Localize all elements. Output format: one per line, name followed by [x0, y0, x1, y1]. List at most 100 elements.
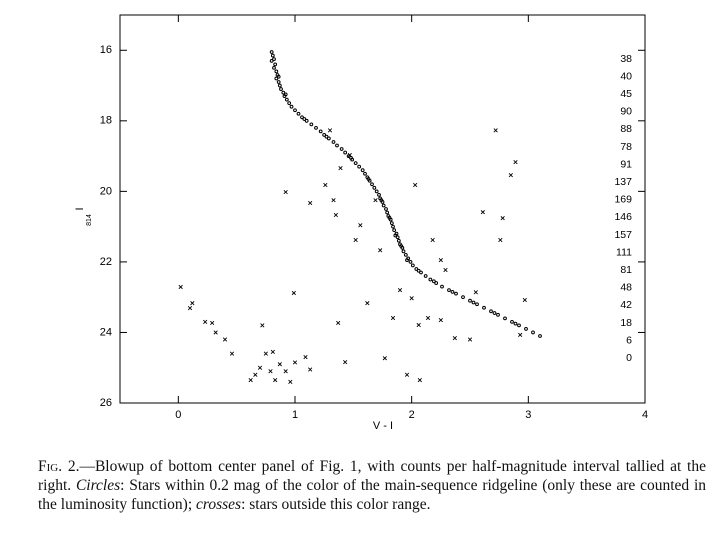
star-cross: [210, 320, 215, 326]
star-cross: [288, 379, 293, 384]
star-circle: [309, 122, 314, 127]
star-cross: [187, 305, 193, 311]
star-circle: [346, 154, 351, 158]
star-circle: [513, 321, 518, 326]
star-cross: [277, 362, 282, 367]
star-circle: [471, 300, 476, 305]
count-label: 18: [620, 317, 632, 329]
count-label: 40: [620, 70, 632, 82]
count-label: 42: [620, 299, 632, 311]
star-circle: [482, 305, 486, 310]
star-circle: [324, 134, 329, 139]
star-cross: [291, 290, 296, 296]
star-cross: [308, 200, 313, 206]
x-tick-label: 4: [642, 409, 648, 421]
star-cross: [373, 198, 378, 203]
star-circle: [360, 168, 365, 173]
star-cross: [323, 182, 328, 188]
star-circle: [419, 270, 423, 275]
star-cross: [327, 128, 333, 133]
y-tick-label: 20: [100, 185, 112, 197]
star-cross: [493, 128, 498, 133]
star-circle: [399, 244, 404, 248]
star-cross: [178, 284, 183, 290]
star-cross: [203, 319, 208, 324]
star-cross: [397, 288, 403, 293]
star-cross: [336, 320, 341, 326]
star-cross: [498, 237, 503, 243]
star-circle: [272, 66, 276, 70]
star-cross: [347, 152, 352, 158]
x-tick-label: 3: [525, 409, 531, 421]
star-circle: [387, 215, 392, 220]
y-tick-label: 18: [100, 115, 112, 127]
plot-frame: [119, 14, 646, 404]
star-circle: [423, 274, 428, 278]
star-circle: [269, 58, 274, 63]
star-circle: [374, 189, 379, 194]
star-circle: [517, 323, 521, 328]
star-circle: [531, 330, 535, 335]
caption-segment: : Stars within 0.2 mag of the color of t…: [38, 477, 706, 513]
star-circle: [276, 74, 281, 79]
star-cross: [430, 237, 435, 243]
star-cross: [268, 369, 273, 374]
star-cross: [222, 337, 228, 342]
star-cross: [500, 216, 505, 221]
star-cross: [480, 210, 485, 215]
star-cross: [263, 351, 268, 356]
x-tick-label: 1: [292, 409, 298, 421]
star-circle: [357, 164, 362, 169]
star-cross: [467, 337, 473, 342]
star-cross: [438, 258, 443, 263]
star-cross: [331, 198, 336, 203]
star-cross: [338, 165, 343, 171]
star-circle: [349, 155, 353, 160]
star-circle: [461, 295, 465, 300]
caption-segment: : stars outside this color range.: [241, 496, 431, 513]
star-circle: [272, 57, 276, 61]
star-circle: [274, 76, 279, 81]
caption-segment: Fig. 2.: [38, 458, 80, 475]
star-cross: [416, 322, 421, 328]
star-circle: [434, 281, 439, 285]
star-cross: [438, 317, 443, 323]
star-circle: [281, 90, 286, 95]
count-label: 6: [626, 334, 632, 346]
star-cross: [522, 297, 527, 303]
star-cross: [508, 173, 513, 178]
star-circle: [431, 279, 436, 284]
count-label: 91: [620, 158, 632, 170]
star-circle: [279, 87, 283, 91]
count-label: 38: [620, 53, 632, 65]
star-circle: [339, 147, 344, 151]
star-cross: [473, 290, 478, 295]
star-cross: [382, 356, 387, 361]
caption-segment: crosses: [196, 496, 242, 513]
star-cross: [283, 189, 288, 195]
star-cross: [452, 335, 457, 341]
star-cross: [283, 369, 288, 374]
star-circle: [389, 221, 394, 226]
star-circle: [276, 80, 281, 84]
star-cross: [303, 355, 308, 360]
star-circle: [440, 284, 444, 289]
star-circle: [353, 161, 358, 166]
y-axis-label-sub: 814: [86, 214, 93, 226]
star-circle: [335, 143, 339, 148]
star-cross: [270, 349, 275, 354]
star-cross: [404, 372, 410, 377]
star-circle: [403, 252, 408, 257]
star-circle: [377, 192, 381, 197]
x-axis-label: V - I: [373, 420, 393, 432]
star-circle: [392, 228, 397, 233]
star-circle: [416, 268, 421, 273]
star-circle: [393, 233, 398, 238]
star-circle: [284, 97, 289, 102]
count-label: 88: [620, 123, 632, 135]
star-cross: [443, 267, 448, 273]
star-circle: [510, 319, 514, 324]
star-cross: [260, 323, 265, 328]
star-circle: [401, 249, 406, 254]
star-cross: [333, 212, 338, 218]
